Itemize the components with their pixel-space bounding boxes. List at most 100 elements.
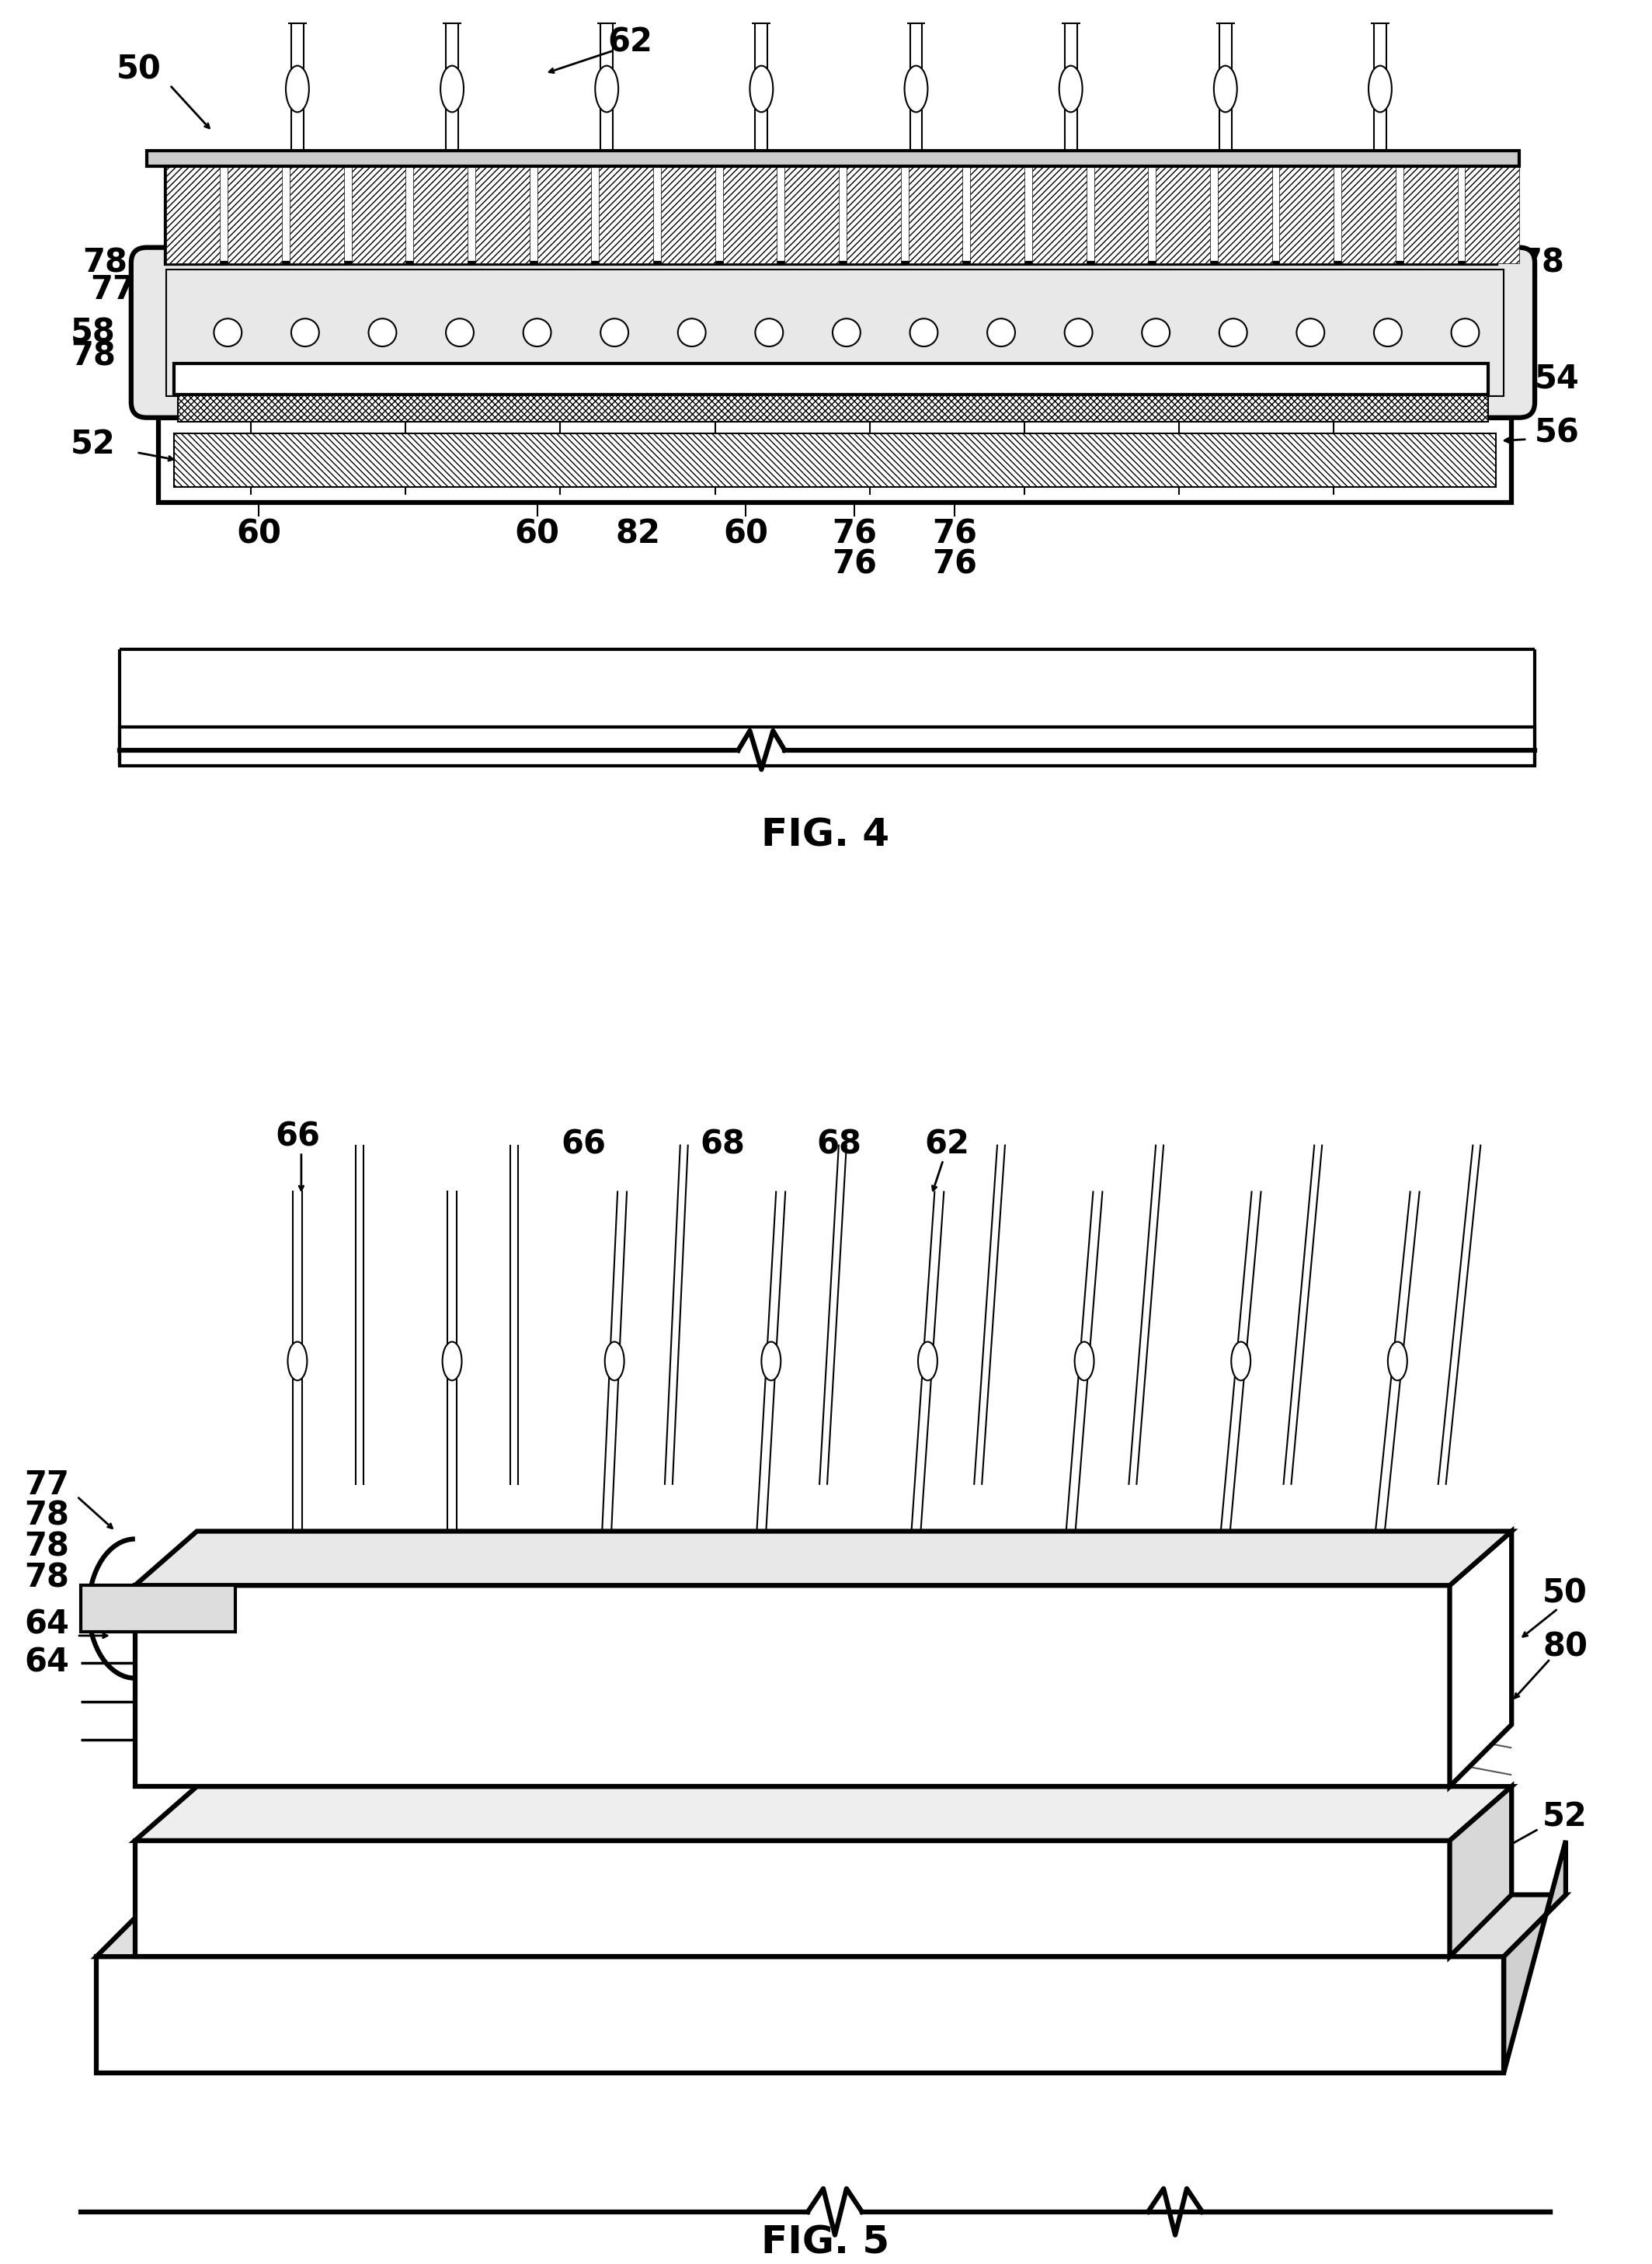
Ellipse shape [919, 1343, 937, 1381]
Ellipse shape [1075, 1343, 1094, 1381]
Text: 54: 54 [187, 1816, 231, 1850]
Text: 76: 76 [831, 516, 877, 550]
Text: 50: 50 [116, 54, 162, 86]
Text: 64: 64 [25, 1607, 69, 1641]
Text: 74: 74 [808, 263, 854, 294]
Circle shape [446, 319, 474, 346]
Circle shape [755, 319, 783, 346]
Bar [96, 1956, 1503, 2072]
Bar [537, 154, 591, 263]
Text: 56: 56 [1535, 417, 1579, 448]
Ellipse shape [286, 66, 309, 113]
Circle shape [1450, 319, 1479, 346]
Ellipse shape [1214, 66, 1237, 113]
Bar [785, 154, 839, 263]
Text: 77: 77 [25, 1469, 69, 1501]
Bar [1218, 154, 1272, 263]
Circle shape [833, 319, 861, 346]
Bar [1280, 154, 1333, 263]
Bar [476, 154, 529, 263]
Circle shape [988, 319, 1014, 346]
Ellipse shape [762, 1343, 781, 1381]
Bar [228, 154, 282, 263]
Text: 60: 60 [515, 516, 560, 550]
Bar [159, 417, 1512, 503]
Ellipse shape [1368, 66, 1391, 113]
Bar [1156, 154, 1209, 263]
Bar [1403, 154, 1457, 263]
Text: FIG. 5: FIG. 5 [762, 2223, 890, 2262]
Bar [173, 432, 1497, 487]
Text: 52: 52 [1543, 1802, 1588, 1834]
Circle shape [368, 319, 396, 346]
Text: 78: 78 [25, 1562, 69, 1594]
Text: 80: 80 [1543, 1630, 1588, 1664]
Bar [177, 371, 1488, 421]
Bar [81, 1585, 236, 1632]
Text: FIG. 4: FIG. 4 [762, 817, 890, 854]
Bar [970, 154, 1024, 263]
Bar [165, 269, 1503, 396]
Text: 64: 64 [25, 1646, 69, 1680]
Bar [119, 727, 1535, 765]
Text: 62: 62 [608, 27, 653, 59]
Circle shape [601, 319, 628, 346]
Text: 80: 80 [1412, 258, 1457, 290]
Bar [909, 154, 963, 263]
Circle shape [1142, 319, 1170, 346]
Circle shape [1374, 319, 1403, 346]
Bar [1341, 154, 1396, 263]
Ellipse shape [441, 66, 464, 113]
Circle shape [677, 319, 705, 346]
Circle shape [291, 319, 319, 346]
Circle shape [213, 319, 241, 346]
Text: 78: 78 [71, 340, 116, 371]
Ellipse shape [905, 66, 928, 113]
Ellipse shape [287, 1343, 307, 1381]
Bar [147, 152, 1520, 165]
Text: 76: 76 [831, 548, 877, 582]
Text: 70: 70 [256, 263, 301, 294]
Text: 76: 76 [932, 548, 978, 582]
Text: 66: 66 [274, 1121, 320, 1152]
Text: 66: 66 [562, 1127, 606, 1161]
Text: 50: 50 [1543, 1576, 1588, 1610]
Bar [352, 154, 406, 263]
Bar [846, 154, 900, 263]
Polygon shape [1503, 1841, 1566, 2072]
Circle shape [910, 319, 938, 346]
Bar [135, 1585, 1450, 1786]
Ellipse shape [750, 66, 773, 113]
Text: 78: 78 [83, 247, 127, 278]
Bar [1465, 154, 1520, 263]
Bar [173, 365, 1488, 394]
Text: 68: 68 [816, 1127, 861, 1161]
Bar [1032, 154, 1087, 263]
Text: 52: 52 [71, 428, 116, 462]
Ellipse shape [1059, 66, 1082, 113]
Text: 54: 54 [1535, 362, 1579, 396]
Ellipse shape [443, 1343, 463, 1381]
FancyBboxPatch shape [131, 247, 1535, 417]
Text: 78: 78 [871, 263, 915, 294]
Bar [724, 154, 776, 263]
Text: 68: 68 [700, 1127, 745, 1161]
Text: 77: 77 [89, 274, 135, 306]
Ellipse shape [605, 1343, 624, 1381]
Ellipse shape [1231, 1343, 1251, 1381]
Circle shape [1297, 319, 1325, 346]
Bar [165, 154, 220, 263]
Polygon shape [1450, 1786, 1512, 1956]
Bar [600, 154, 653, 263]
Text: 78: 78 [1520, 247, 1564, 278]
Circle shape [524, 319, 552, 346]
Bar [1094, 154, 1148, 263]
Text: 60: 60 [724, 516, 768, 550]
Text: 58: 58 [71, 317, 116, 349]
Bar [165, 154, 1497, 263]
Bar [289, 154, 344, 263]
Ellipse shape [1388, 1343, 1408, 1381]
Bar [135, 1841, 1450, 1956]
Text: 56: 56 [306, 1841, 350, 1872]
Circle shape [1064, 319, 1092, 346]
